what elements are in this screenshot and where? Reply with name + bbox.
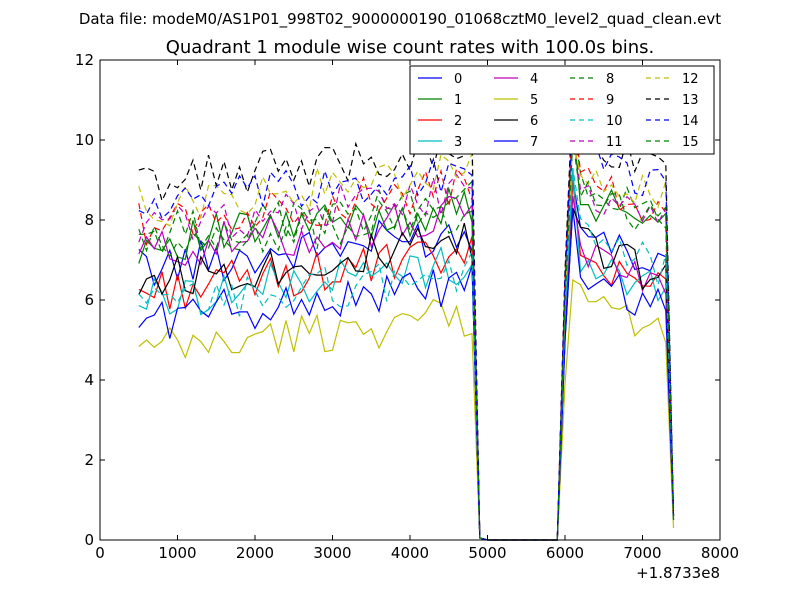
- x-offset-text: +1.8733e8: [636, 564, 720, 582]
- x-tick-label: 7000: [623, 544, 661, 562]
- chart-suptitle: Data file: modeM0/AS1P01_998T02_90000001…: [79, 10, 721, 29]
- y-tick-label: 12: [75, 51, 94, 69]
- legend-frame: [409, 65, 715, 155]
- series-line-5: [138, 278, 675, 541]
- legend-label-14: 14: [682, 114, 699, 129]
- series-line-1: [138, 119, 675, 541]
- series-line-11: [138, 127, 675, 541]
- legend-label-7: 7: [530, 135, 538, 150]
- legend-label-0: 0: [454, 72, 462, 87]
- y-tick-label: 2: [84, 451, 94, 469]
- x-tick-label: 4000: [391, 544, 429, 562]
- series-line-8: [138, 119, 675, 541]
- legend-label-8: 8: [606, 72, 614, 87]
- series-line-10: [138, 167, 675, 541]
- axis-ticks: 0 1000 2000 3000 4000 5000 6000 7000 80000246810…: [75, 51, 739, 562]
- chart-title: Quadrant 1 module wise count rates with …: [166, 37, 655, 58]
- x-tick-label: 6000: [546, 544, 584, 562]
- x-tick-label: 3000: [313, 544, 351, 562]
- y-tick-label: 8: [84, 211, 94, 229]
- y-tick-label: 10: [75, 131, 94, 149]
- series-line-9: [138, 99, 675, 541]
- series-line-13: [138, 91, 675, 541]
- legend-label-1: 1: [454, 93, 462, 108]
- legend-label-6: 6: [530, 114, 538, 129]
- legend-label-10: 10: [606, 114, 623, 129]
- series-line-3: [138, 167, 675, 541]
- legend-label-5: 5: [530, 93, 538, 108]
- x-tick-label: 5000: [468, 544, 506, 562]
- x-tick-label: 1000: [158, 544, 196, 562]
- series-line-6: [138, 207, 675, 541]
- legend-label-13: 13: [682, 93, 699, 108]
- series-layer: [138, 91, 675, 541]
- x-tick-label: 0: [95, 544, 105, 562]
- series-line-15: [138, 139, 675, 541]
- x-tick-label: 8000: [701, 544, 739, 562]
- series-line-14: [138, 107, 675, 541]
- legend-label-9: 9: [606, 93, 614, 108]
- legend-label-4: 4: [530, 72, 538, 87]
- legend-label-12: 12: [682, 72, 699, 87]
- y-tick-label: 6: [84, 291, 94, 309]
- legend-label-2: 2: [454, 114, 462, 129]
- series-line-12: [138, 139, 675, 541]
- y-tick-label: 4: [84, 371, 94, 389]
- y-tick-label: 0: [84, 531, 94, 549]
- x-tick-label: 2000: [236, 544, 274, 562]
- legend-label-15: 15: [682, 135, 699, 150]
- legend-label-3: 3: [454, 135, 462, 150]
- legend-label-11: 11: [606, 135, 623, 150]
- series-line-4: [138, 195, 675, 541]
- series-line-7: [138, 207, 675, 541]
